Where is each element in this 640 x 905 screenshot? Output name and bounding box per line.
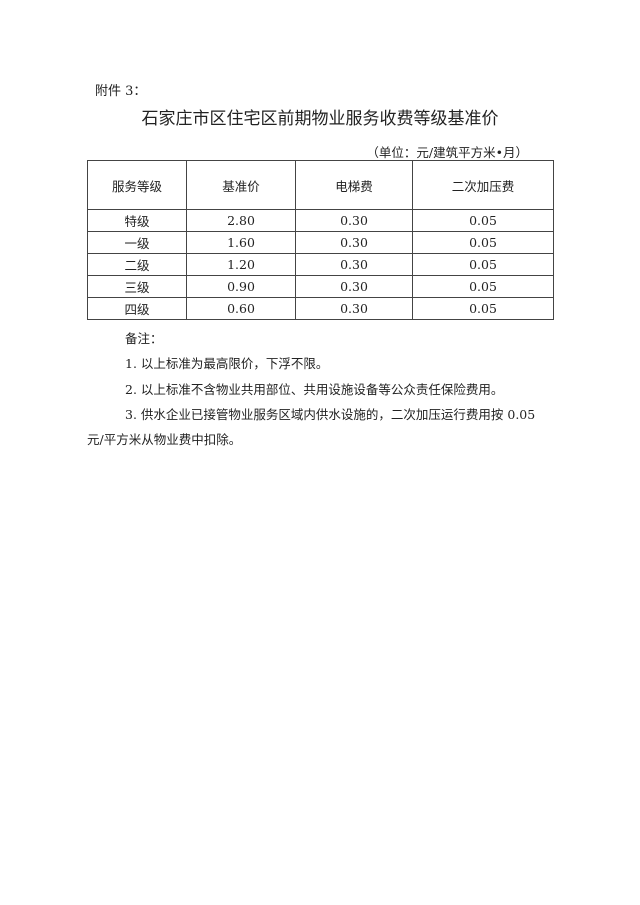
- table-cell: 0.90: [186, 275, 296, 298]
- table-cell: 二级: [87, 253, 187, 276]
- table-cell: 0.30: [295, 231, 413, 254]
- table-row: 二级 1.20 0.30 0.05: [87, 253, 554, 276]
- table-row: 特级 2.80 0.30 0.05: [87, 209, 554, 232]
- table-cell: 0.30: [295, 297, 413, 320]
- table-header-row: 服务等级 基准价 电梯费 二次加压费: [87, 160, 554, 210]
- table-cell: 2.80: [186, 209, 296, 232]
- column-header: 服务等级: [87, 160, 187, 210]
- table-row: 一级 1.60 0.30 0.05: [87, 231, 554, 254]
- price-table: 服务等级 基准价 电梯费 二次加压费 特级 2.80 0.30 0.05 一级 1.60 0…: [87, 160, 554, 320]
- notes-title: 备注：: [125, 331, 163, 346]
- page-title: 石家庄市区住宅区前期物业服务收费等级基准价: [141, 109, 499, 129]
- table-cell: 0.05: [412, 209, 554, 232]
- note-item: 1. 以上标准为最高限价，下浮不限。: [125, 356, 329, 371]
- table-cell: 0.05: [412, 275, 554, 298]
- table-row: 四级 0.60 0.30 0.05: [87, 297, 554, 320]
- table-row: 三级 0.90 0.30 0.05: [87, 275, 554, 298]
- table-cell: 0.30: [295, 275, 413, 298]
- column-header: 基准价: [186, 160, 296, 210]
- table-cell: 一级: [87, 231, 187, 254]
- attachment-label: 附件 3：: [95, 84, 147, 99]
- table-cell: 特级: [87, 209, 187, 232]
- table-cell: 0.30: [295, 209, 413, 232]
- table-cell: 1.60: [186, 231, 296, 254]
- column-header: 电梯费: [295, 160, 413, 210]
- table-cell: 三级: [87, 275, 187, 298]
- unit-label: （单位：元/建筑平方米•月）: [366, 145, 528, 160]
- column-header: 二次加压费: [412, 160, 554, 210]
- table-cell: 0.05: [412, 297, 554, 320]
- table-cell: 0.05: [412, 231, 554, 254]
- table-cell: 0.05: [412, 253, 554, 276]
- note-item: 2. 以上标准不含物业共用部位、共用设施设备等公众责任保险费用。: [125, 382, 504, 397]
- note-item-continuation: 元/平方米从物业费中扣除。: [87, 432, 242, 447]
- table-cell: 四级: [87, 297, 187, 320]
- table-cell: 0.60: [186, 297, 296, 320]
- note-item: 3. 供水企业已接管物业服务区域内供水设施的，二次加压运行费用按 0.05: [125, 407, 536, 422]
- table-cell: 1.20: [186, 253, 296, 276]
- table-cell: 0.30: [295, 253, 413, 276]
